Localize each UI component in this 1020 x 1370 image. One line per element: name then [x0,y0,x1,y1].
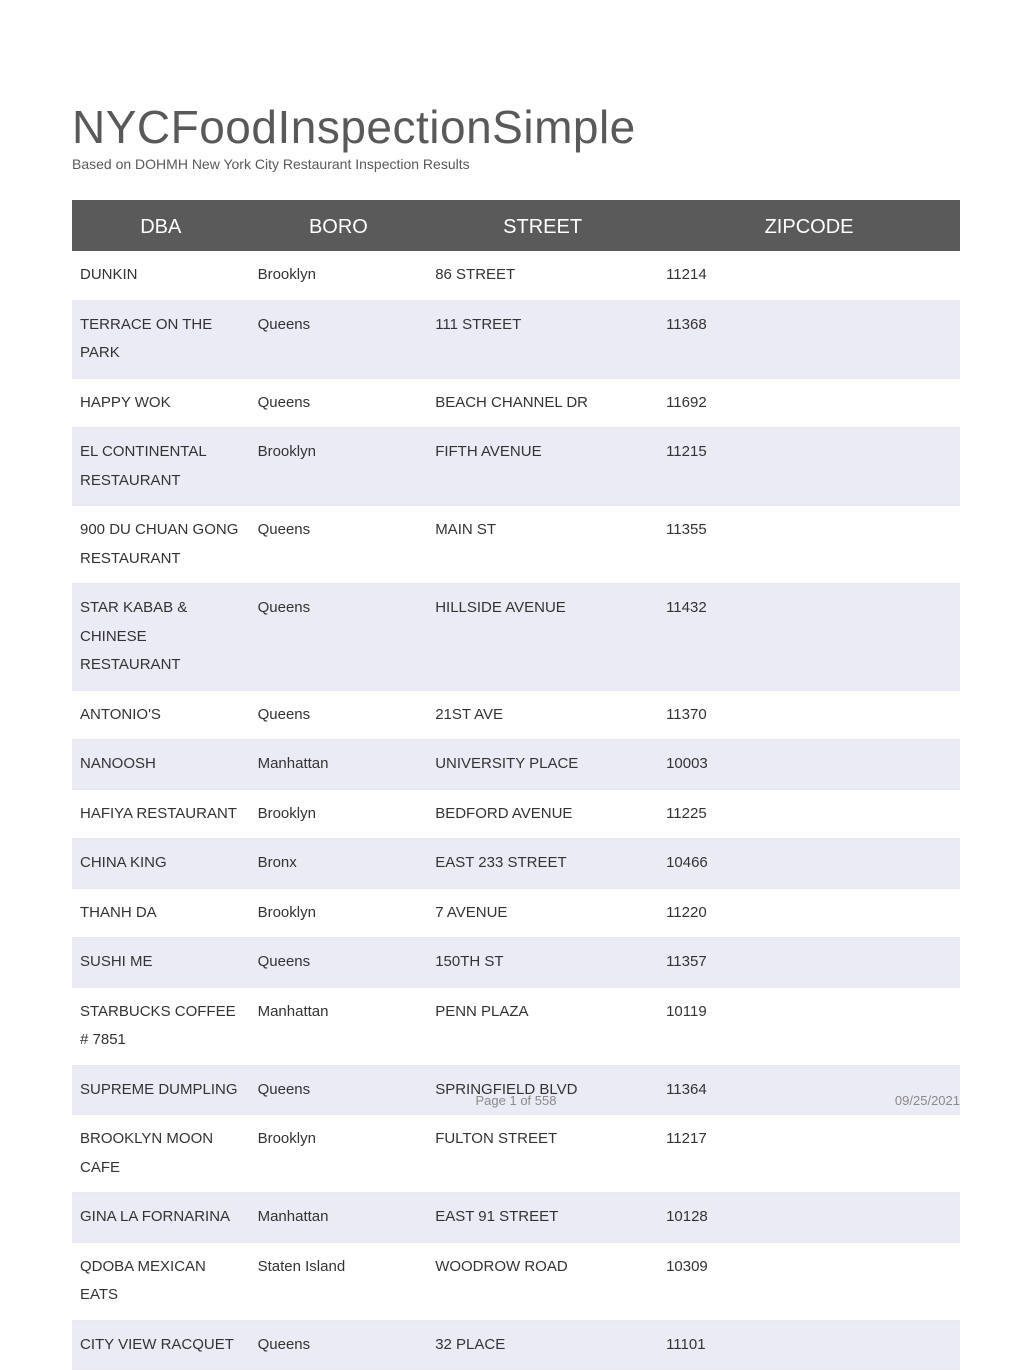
table-cell: Brooklyn [250,789,428,839]
table-row: THANH DABrooklyn7 AVENUE11220 [72,888,960,938]
table-cell: Brooklyn [250,888,428,938]
table-cell: Queens [250,378,428,428]
table-row: 900 DU CHUAN GONG RESTAURANTQueensMAIN S… [72,506,960,584]
table-cell: EAST 233 STREET [427,839,658,889]
table-cell: HAFIYA RESTAURANT [72,789,250,839]
table-cell: Brooklyn [250,251,428,300]
data-table: DBA BORO STREET ZIPCODE DUNKINBrooklyn86… [72,203,960,1370]
table-cell: Queens [250,690,428,740]
table-cell: 86 STREET [427,251,658,300]
table-cell: 11355 [658,506,960,584]
table-cell: 11101 [658,1320,960,1370]
table-cell: 150TH ST [427,938,658,988]
table-row: HAFIYA RESTAURANTBrooklynBEDFORD AVENUE1… [72,789,960,839]
table-cell: QDOBA MEXICAN EATS [72,1242,250,1320]
report-subtitle: Based on DOHMH New York City Restaurant … [72,156,960,172]
table-cell: 11432 [658,584,960,691]
table-row: CITY VIEW RACQUETQueens32 PLACE11101 [72,1320,960,1370]
table-cell: Manhattan [250,987,428,1065]
table-cell: BROOKLYN MOON CAFE [72,1115,250,1193]
table-cell: SUSHI ME [72,938,250,988]
table-row: CHINA KINGBronxEAST 233 STREET10466 [72,839,960,889]
report-title: NYCFoodInspectionSimple [72,100,960,154]
col-zipcode: ZIPCODE [658,205,960,252]
table-cell: THANH DA [72,888,250,938]
report-date: 09/25/2021 [840,1093,960,1108]
table-cell: DUNKIN [72,251,250,300]
table-cell: 32 PLACE [427,1320,658,1370]
table-cell: UNIVERSITY PLACE [427,740,658,790]
table-cell: 11368 [658,300,960,378]
table-cell: 11220 [658,888,960,938]
table-cell: 11692 [658,378,960,428]
table-header-row: DBA BORO STREET ZIPCODE [72,205,960,252]
table-cell: BEDFORD AVENUE [427,789,658,839]
table-row: NANOOSHManhattanUNIVERSITY PLACE10003 [72,740,960,790]
table-row: DUNKINBrooklyn86 STREET11214 [72,251,960,300]
table-cell: FULTON STREET [427,1115,658,1193]
page-indicator: Page 1 of 558 [192,1093,840,1108]
table-cell: Queens [250,584,428,691]
table-cell: 10466 [658,839,960,889]
table-cell: 21ST AVE [427,690,658,740]
table-cell: 7 AVENUE [427,888,658,938]
table-cell: PENN PLAZA [427,987,658,1065]
table-cell: 11217 [658,1115,960,1193]
table-row: HAPPY WOKQueensBEACH CHANNEL DR11692 [72,378,960,428]
table-cell: 11357 [658,938,960,988]
table-row: SUSHI MEQueens150TH ST11357 [72,938,960,988]
table-cell: ANTONIO'S [72,690,250,740]
table-cell: NANOOSH [72,740,250,790]
table-row: ANTONIO'SQueens21ST AVE11370 [72,690,960,740]
table-cell: STAR KABAB & CHINESE RESTAURANT [72,584,250,691]
table-row: QDOBA MEXICAN EATSStaten IslandWOODROW R… [72,1242,960,1320]
table-cell: MAIN ST [427,506,658,584]
table-cell: GINA LA FORNARINA [72,1193,250,1243]
table-cell: Brooklyn [250,428,428,506]
table-cell: Queens [250,506,428,584]
table-cell: 10119 [658,987,960,1065]
table-cell: 11215 [658,428,960,506]
table-cell: 10003 [658,740,960,790]
table-cell: FIFTH AVENUE [427,428,658,506]
table-cell: EAST 91 STREET [427,1193,658,1243]
table-cell: Queens [250,1320,428,1370]
table-cell: Queens [250,300,428,378]
table-cell: 111 STREET [427,300,658,378]
table-cell: 11214 [658,251,960,300]
table-row: TERRACE ON THE PARKQueens111 STREET11368 [72,300,960,378]
table-cell: Brooklyn [250,1115,428,1193]
table-row: STAR KABAB & CHINESE RESTAURANTQueensHIL… [72,584,960,691]
table-cell: BEACH CHANNEL DR [427,378,658,428]
table-cell: CHINA KING [72,839,250,889]
col-street: STREET [427,205,658,252]
table-cell: 10309 [658,1242,960,1320]
table-row: GINA LA FORNARINAManhattanEAST 91 STREET… [72,1193,960,1243]
table-cell: 900 DU CHUAN GONG RESTAURANT [72,506,250,584]
table-cell: Manhattan [250,740,428,790]
table-cell: HILLSIDE AVENUE [427,584,658,691]
table-cell: HAPPY WOK [72,378,250,428]
table-cell: Manhattan [250,1193,428,1243]
table-row: BROOKLYN MOON CAFEBrooklynFULTON STREET1… [72,1115,960,1193]
table-row: STARBUCKS COFFEE # 7851ManhattanPENN PLA… [72,987,960,1065]
table-cell: WOODROW ROAD [427,1242,658,1320]
table-cell: Staten Island [250,1242,428,1320]
table-cell: Queens [250,938,428,988]
table-cell: EL CONTINENTAL RESTAURANT [72,428,250,506]
page-footer: Page 1 of 558 09/25/2021 [72,1093,960,1108]
table-cell: 11225 [658,789,960,839]
table-cell: STARBUCKS COFFEE # 7851 [72,987,250,1065]
table-cell: 11370 [658,690,960,740]
data-table-container: DBA BORO STREET ZIPCODE DUNKINBrooklyn86… [72,200,960,1370]
col-dba: DBA [72,205,250,252]
col-boro: BORO [250,205,428,252]
table-cell: CITY VIEW RACQUET [72,1320,250,1370]
table-cell: TERRACE ON THE PARK [72,300,250,378]
table-cell: 10128 [658,1193,960,1243]
table-row: EL CONTINENTAL RESTAURANTBrooklynFIFTH A… [72,428,960,506]
table-cell: Bronx [250,839,428,889]
